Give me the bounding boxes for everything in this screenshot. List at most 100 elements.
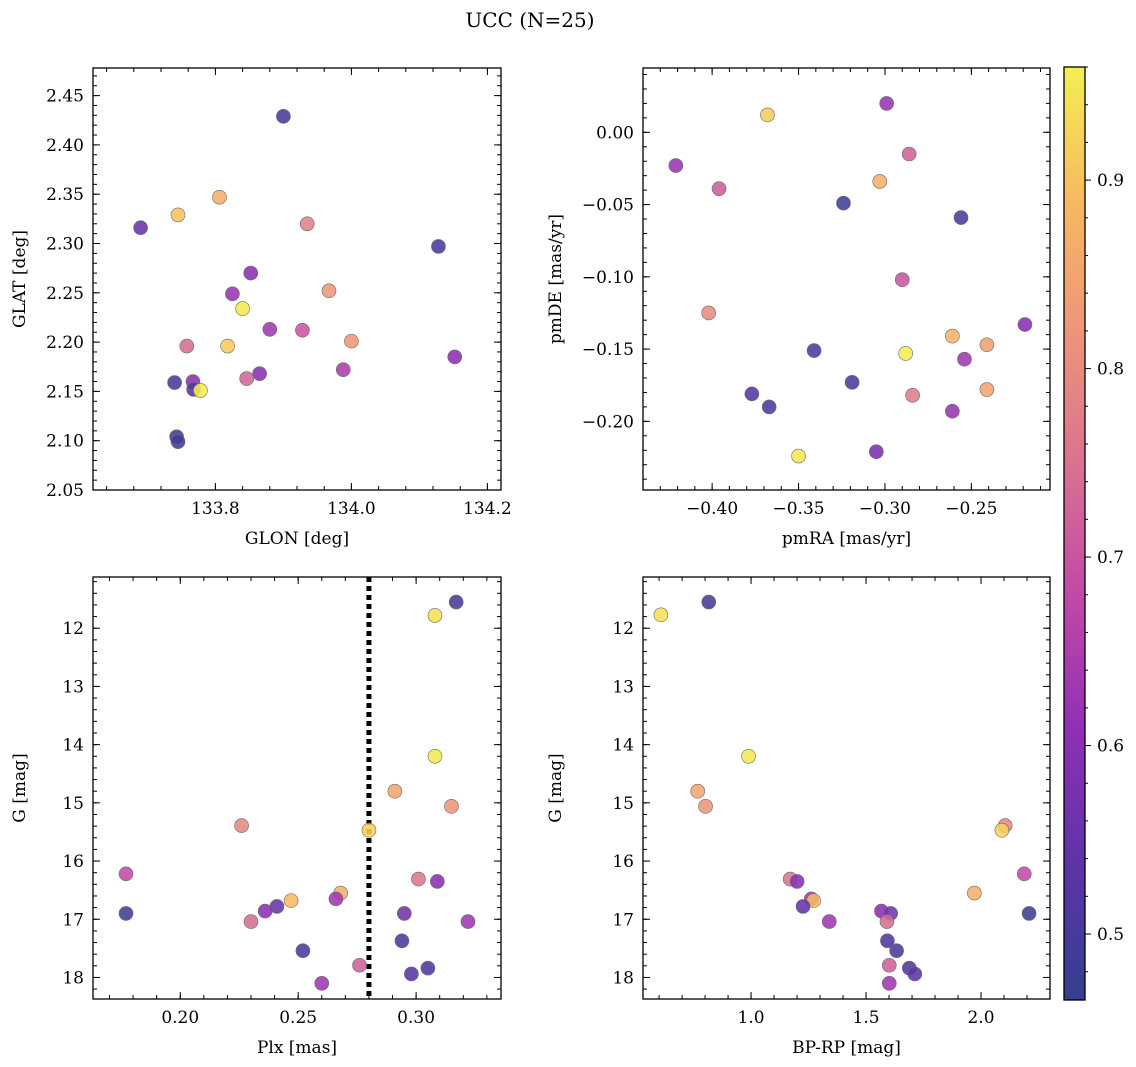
data-point [880,933,895,949]
data-point [979,337,995,353]
data-point [212,189,227,205]
data-point [711,181,727,196]
data-point [760,107,775,123]
data-point [836,195,851,211]
data-point [1017,317,1033,332]
data-point [118,866,134,882]
data-point [881,957,897,973]
data-point [295,943,311,958]
data-point [352,957,367,973]
data-point [872,174,888,189]
y-tick-label: −0.15 [582,340,634,360]
panel-plx-g: 0.20 0.25 0.30 12 13 14 15 16 17 18 Plx [mas] G [ma… [10,576,502,1058]
y-tick-label: 17 [62,910,84,930]
data-point [257,903,273,919]
panel-glon-glat: 133.8 134.0 134.2 2.05 2.10 2.15 2.20 2.25 2.30 2… [10,67,512,549]
data-point [741,748,756,764]
y-tick-label: 15 [62,794,84,814]
data-point [283,893,299,908]
y-tick-label: 12 [612,619,634,639]
data-point [252,366,267,381]
data-point [889,943,904,958]
y-tick-label: −0.10 [582,268,634,288]
y-tick-label: 2.30 [46,235,84,255]
data-point [789,874,805,889]
x-tick-label: 0.30 [397,1008,435,1028]
panel-pmra-pmde: −0.40 −0.35 −0.30 −0.25 0.00 −0.05 −0.10 −0.15 −… [546,67,1051,549]
y-tick-label: 2.15 [46,382,84,402]
data-point [239,371,254,386]
x-tick-label: 2.0 [967,1008,994,1028]
y-tick-label: −0.20 [582,412,634,432]
data-point [806,343,822,358]
data-point [945,403,960,419]
panels: 133.8 134.0 134.2 2.05 2.10 2.15 2.20 2.25 2.30 2… [10,67,1051,1058]
colorbar-tick-label: 0.5 [1097,925,1124,945]
data-point [335,362,351,378]
data-point [795,899,811,914]
data-point [901,146,917,162]
data-point [167,375,182,390]
data-point [262,321,278,337]
data-point [344,333,359,349]
data-point [701,594,717,610]
data-point [361,822,377,838]
data-point [430,874,445,889]
data-point [447,349,463,365]
data-point [179,338,195,354]
panel-bprp-g: 1.0 1.5 2.0 12 13 14 15 16 17 18 BP-RP [mag] G [mag… [546,576,1051,1058]
data-point [404,966,419,982]
data-point [427,748,443,764]
x-axis-label: GLON [deg] [245,529,349,549]
x-tick-label: 1.5 [853,1008,880,1028]
data-point [427,608,443,623]
axes-frame [642,576,1051,1000]
x-tick-label: 133.8 [191,499,240,519]
data-point [1021,906,1037,921]
x-tick-label: 134.2 [463,499,512,519]
y-tick-label: 13 [612,677,634,697]
y-tick-label: 0.00 [596,123,634,143]
x-tick-label: 1.0 [738,1008,765,1028]
data-point [328,891,344,907]
y-tick-label: 14 [612,736,634,756]
data-point [898,346,913,361]
y-axis-label: G [mag] [10,753,30,822]
data-point [744,386,760,402]
y-tick-label: −0.05 [582,196,634,216]
data-point [225,286,240,302]
y-tick-label: 2.45 [46,87,84,107]
data-point [869,444,884,460]
data-point [879,96,894,111]
data-point [170,207,186,223]
data-point [420,960,436,976]
colorbar-tick-label: 0.6 [1097,737,1124,757]
y-axis-label: G [mag] [546,753,566,822]
axes-frame [92,576,502,1000]
data-point [957,351,972,367]
data-point [994,822,1010,838]
x-axis-label: BP-RP [mag] [792,1038,901,1058]
y-tick-label: 18 [612,968,634,988]
x-tick-label: 0.25 [279,1008,317,1028]
x-axis-label: Plx [mas] [257,1038,337,1058]
data-point [879,914,895,929]
y-tick-label: 16 [612,852,634,872]
x-axis-label: pmRA [mas/yr] [782,529,911,549]
data-point [791,448,806,464]
data-point [945,328,960,344]
x-tick-label: −0.30 [859,499,911,519]
data-point [761,399,777,415]
data-point [321,283,337,299]
x-tick-label: −0.35 [772,499,824,519]
data-point [295,322,310,338]
data-point [844,375,860,390]
data-point [170,434,186,449]
data-point [220,338,235,354]
y-axis-label: GLAT [deg] [10,230,30,328]
y-tick-label: 2.05 [46,481,84,501]
y-tick-label: 16 [62,852,84,872]
data-point [967,885,982,901]
data-point [690,783,706,799]
